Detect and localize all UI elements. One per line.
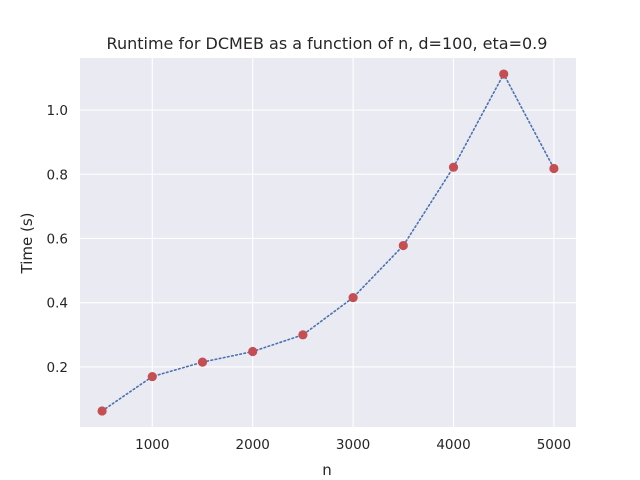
x-tick-label: 3000 <box>336 437 370 453</box>
series-line-layer <box>101 72 555 412</box>
x-tick-labels: 1000 2000 3000 4000 5000 <box>135 437 571 453</box>
data-point <box>398 240 408 251</box>
data-point <box>348 292 358 303</box>
series-marker-layer <box>97 69 559 416</box>
y-tick-labels: 0.2 0.4 0.6 0.8 1.0 <box>47 103 68 376</box>
x-tick-label: 5000 <box>537 437 571 453</box>
y-axis-label: Time (s) <box>18 213 36 275</box>
y-tick-label: 1.0 <box>47 103 68 119</box>
data-point <box>97 406 107 416</box>
data-point <box>298 330 308 340</box>
y-tick-label: 0.8 <box>47 167 68 183</box>
x-tick-label: 2000 <box>236 437 270 453</box>
chart-title: Runtime for DCMEB as a function of n, d=… <box>107 34 548 53</box>
x-tick-label: 4000 <box>436 437 470 453</box>
y-tick-label: 0.2 <box>47 360 68 376</box>
grid-lines <box>80 58 576 427</box>
plot-area <box>80 58 576 427</box>
data-point <box>248 346 258 357</box>
data-point <box>147 371 157 382</box>
data-point <box>499 69 509 79</box>
series-line <box>101 72 555 412</box>
data-point <box>448 162 459 172</box>
x-axis-label: n <box>322 461 332 479</box>
y-tick-label: 0.4 <box>47 296 68 312</box>
y-tick-label: 0.6 <box>47 231 68 247</box>
x-tick-label: 1000 <box>135 437 169 453</box>
data-point <box>197 357 208 367</box>
data-point <box>549 163 559 174</box>
